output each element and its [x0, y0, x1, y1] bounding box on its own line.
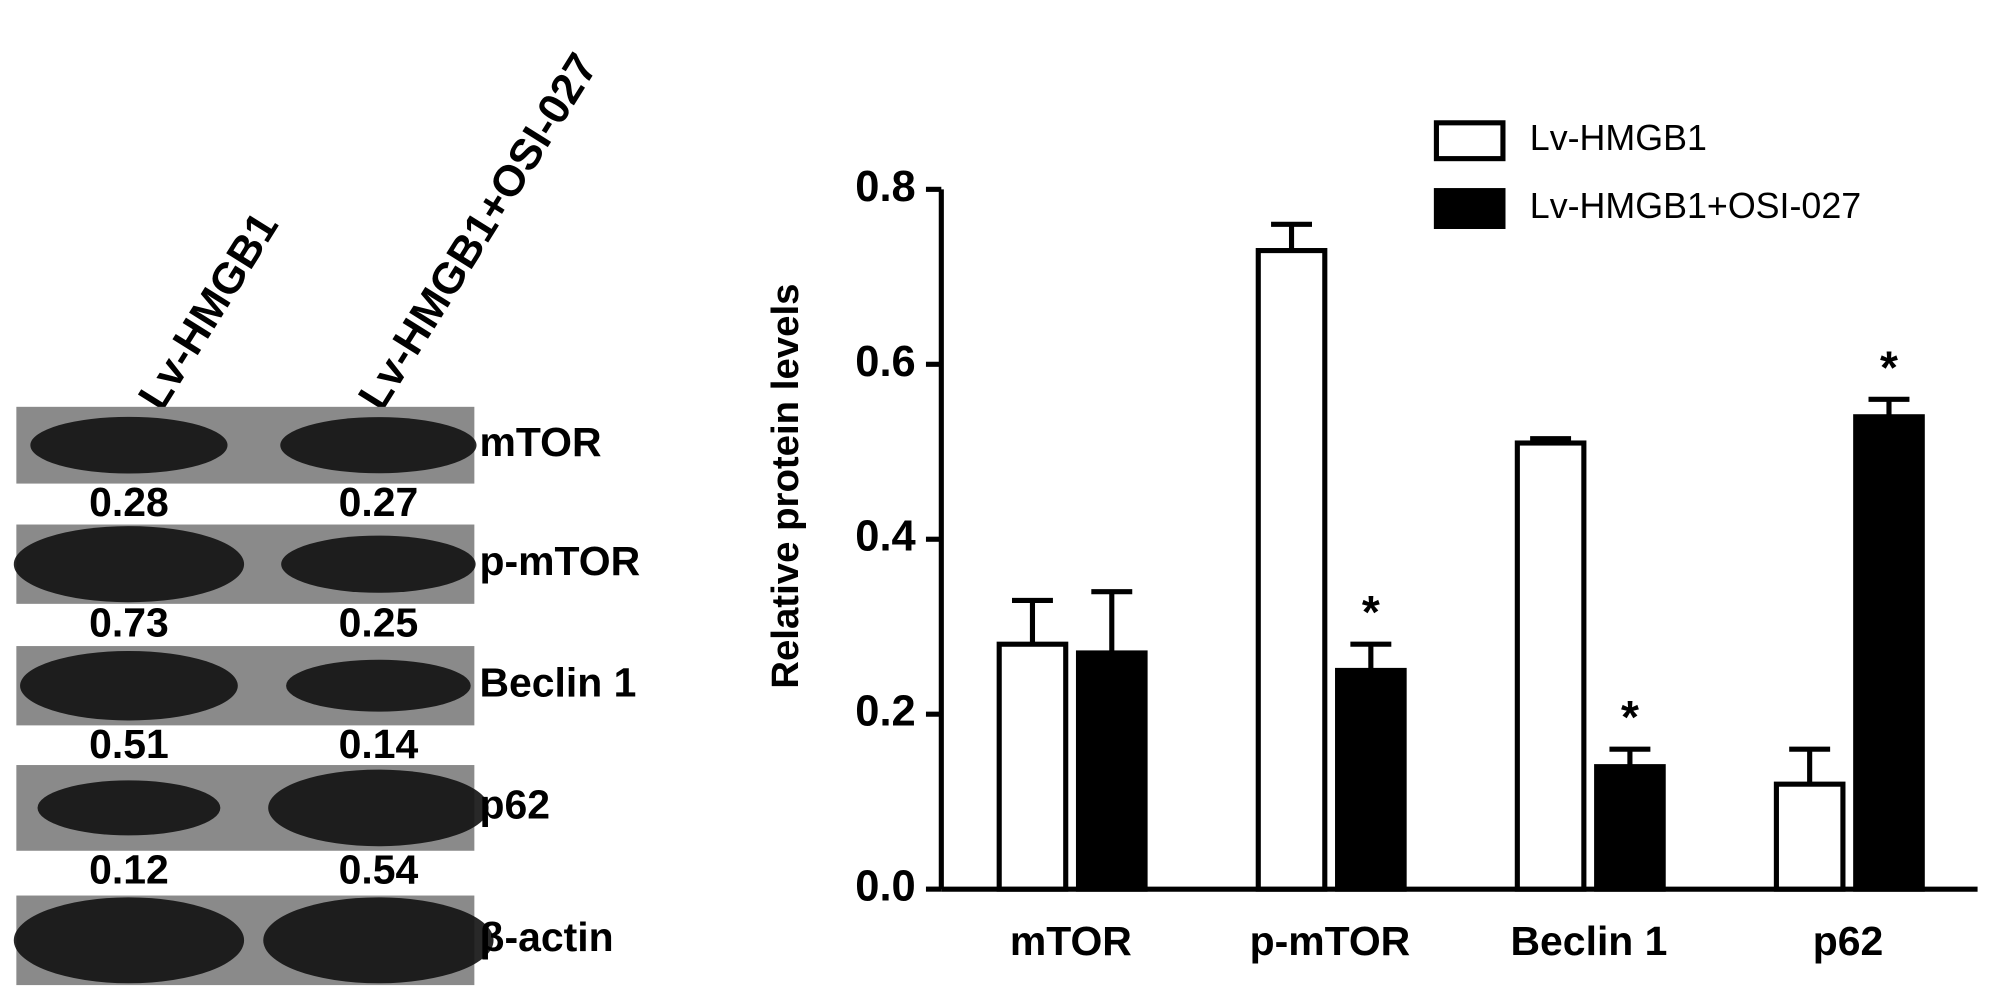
legend-swatch — [1433, 120, 1506, 162]
lane-label: Lv-HMGB1+OSI-027 — [350, 45, 608, 418]
blot-band — [37, 780, 221, 836]
bar — [1255, 248, 1328, 892]
band-value: 0.25 — [339, 599, 419, 645]
blot-band — [20, 650, 238, 721]
band-label: mTOR — [479, 419, 601, 465]
y-tick-label: 0.4 — [855, 513, 915, 561]
blot-band — [30, 416, 228, 474]
significance-marker: * — [1880, 341, 1898, 393]
x-tick-label: Beclin 1 — [1511, 918, 1668, 964]
band-value: 0.51 — [89, 721, 169, 767]
blot-band — [281, 535, 476, 593]
band-value: 0.28 — [89, 479, 169, 525]
bar — [1514, 440, 1587, 892]
legend-swatch — [1433, 188, 1506, 230]
bar — [1335, 667, 1407, 892]
y-tick-label: 0.6 — [855, 338, 915, 386]
blot-band — [263, 897, 494, 984]
bar — [1853, 414, 1925, 892]
significance-marker: * — [1621, 691, 1639, 743]
bar — [996, 641, 1069, 892]
y-tick-label: 0.2 — [855, 688, 915, 736]
significance-marker: * — [1362, 586, 1380, 638]
legend-label: Lv-HMGB1 — [1530, 118, 1707, 158]
bar — [1773, 781, 1846, 892]
blot-band — [286, 659, 471, 712]
band-value: 0.12 — [89, 846, 169, 892]
y-tick-label: 0.0 — [855, 863, 915, 911]
y-axis-title: Relative protein levels — [764, 284, 807, 689]
band-value: 0.54 — [339, 846, 419, 892]
y-tick-label: 0.8 — [855, 163, 915, 211]
band-value: 0.73 — [89, 599, 169, 645]
legend-label: Lv-HMGB1+OSI-027 — [1530, 186, 1861, 226]
lane-label: Lv-HMGB1 — [129, 204, 287, 418]
band-value: 0.27 — [339, 479, 419, 525]
x-tick-label: p62 — [1813, 918, 1884, 964]
band-label: Beclin 1 — [479, 660, 636, 706]
band-label: p62 — [479, 782, 550, 828]
band-label: p-mTOR — [479, 538, 640, 584]
bar — [1075, 650, 1148, 892]
x-tick-label: p-mTOR — [1250, 918, 1411, 964]
blot-band — [268, 769, 489, 847]
blot-band — [13, 526, 245, 603]
blot-band — [13, 897, 245, 984]
bar — [1594, 764, 1666, 892]
x-tick-label: mTOR — [1010, 918, 1132, 964]
band-value: 0.14 — [339, 721, 419, 767]
band-label: β-actin — [479, 914, 613, 960]
blot-band — [280, 417, 477, 474]
